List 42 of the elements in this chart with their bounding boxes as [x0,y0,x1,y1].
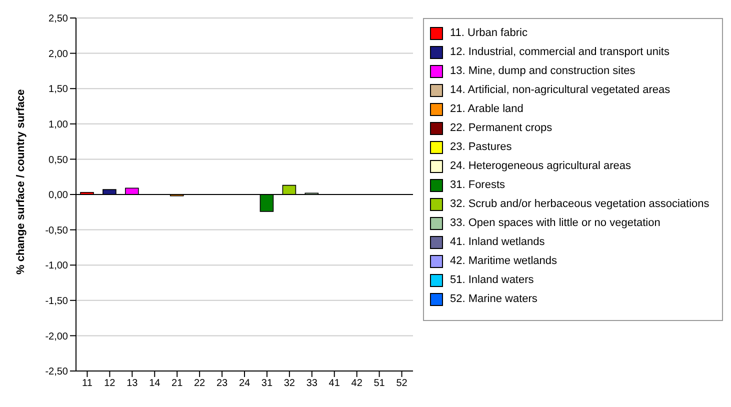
x-tick-label: 11 [82,378,93,390]
x-tick-label: 41 [328,378,340,390]
x-tick-label: 23 [216,378,228,390]
legend-label: 22. Permanent crops [450,122,552,135]
x-tick-label: 14 [149,378,161,390]
x-tick-label: 42 [351,378,363,390]
y-tick-label: 1,50 [48,84,68,96]
legend-label: 31. Forests [450,179,506,192]
legend-label: 42. Maritime wetlands [450,255,557,268]
legend-label: 41. Inland wetlands [450,236,545,249]
y-tick-label: -1,00 [45,260,68,272]
legend-label: 23. Pastures [450,141,512,154]
y-tick-label: 2,50 [48,14,68,25]
y-tick-label: 1,00 [48,119,68,130]
legend-label: 14. Artificial, non-agricultural vegetated areas [450,84,670,97]
y-tick-label: -0,50 [45,225,68,236]
x-tick-label: 32 [284,378,296,390]
x-tick-label: 22 [194,378,206,390]
legend-label: 32. Scrub and/or herbaceous vegetation associations [450,198,710,211]
y-tick-label: 0,50 [48,154,68,166]
x-tick-label: 33 [306,378,318,390]
x-tick-label: 31 [261,378,273,390]
legend-label: 13. Mine, dump and construction sites [450,65,636,78]
legend-label: 12. Industrial, commercial and transport units [450,46,670,59]
x-tick-label: 21 [172,378,184,390]
legend-label: 51. Inland waters [450,274,534,287]
y-tick-label: -2,50 [45,366,68,378]
y-tick-label: 2,00 [48,48,68,60]
legend-label: 24. Heterogeneous agricultural areas [450,160,632,173]
x-tick-label: 12 [104,378,116,390]
x-tick-label: 24 [238,378,250,390]
legend-label: 52. Marine waters [450,293,538,306]
x-tick-label: 51 [374,378,386,390]
legend-label: 33. Open spaces with little or no vegetation [450,217,660,230]
y-tick-label: -2,00 [45,331,68,342]
y-tick-label: -1,50 [45,296,68,307]
x-tick-label: 13 [126,378,138,390]
legend-label: 11. Urban fabric [450,27,528,40]
legend-label: 21. Arable land [450,103,524,116]
y-axis-title: % change surface / country surface [14,89,27,274]
y-tick-label: 0,00 [48,190,68,202]
x-tick-label: 52 [396,378,408,390]
